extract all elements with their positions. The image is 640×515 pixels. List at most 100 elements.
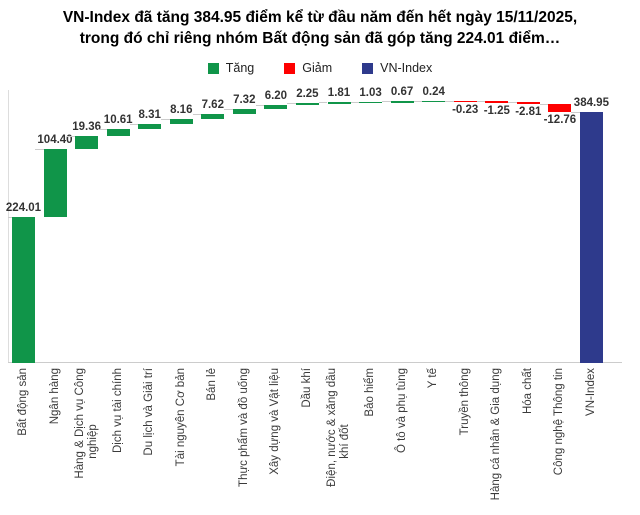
waterfall-bar-7 [201, 113, 225, 119]
waterfall-bar-16 [485, 101, 509, 103]
waterfall-bar-3 [75, 136, 99, 149]
connector-line [508, 101, 517, 103]
connector-line [350, 101, 360, 103]
connector-line [318, 102, 328, 104]
category-label-line: Thực phẩm và đồ uống [237, 368, 250, 487]
connector-line [8, 216, 12, 218]
category-label: Hàng & Dịch vụ Công nghiệp [74, 368, 100, 515]
category-label: Hàng cá nhân & Gia dụng [490, 368, 503, 515]
connector-line [571, 112, 580, 113]
category-label-line: khí đốt [339, 424, 351, 459]
legend-label: Tăng [225, 61, 255, 75]
legend-swatch-total [362, 62, 374, 74]
legend-item-decrease: Giảm [284, 61, 332, 75]
bar-value-label: 224.01 [5, 201, 42, 214]
category-label-line: Dịch vụ tài chính [111, 368, 124, 454]
category-label-line: nghiệp [86, 424, 99, 459]
category-label-line: Bảo hiểm [364, 368, 377, 417]
waterfall-bar-9 [264, 104, 288, 109]
category-label-line: Dầu khí [300, 368, 313, 408]
bar-value-label: 0.24 [422, 85, 445, 98]
waterfall-bar-5 [138, 123, 162, 130]
connector-line [413, 100, 423, 102]
category-label: Truyền thông [459, 368, 472, 515]
legend-item-total: VN-Index [362, 61, 432, 75]
legend-label: Giảm [302, 61, 333, 75]
waterfall-bar-17 [516, 101, 540, 104]
bar-value-label: 1.03 [359, 86, 382, 99]
category-label: Tài nguyên Cơ bản [175, 368, 188, 515]
category-label-line: Bất động sản [17, 368, 29, 436]
chart-title-line2: trong đó chỉ riêng nhóm Bất động sản đã … [79, 30, 561, 47]
chart-title: VN-Index đã tăng 384.95 điểm kể từ đầu n… [0, 7, 640, 49]
bar-value-label: 384.95 [573, 97, 609, 109]
waterfall-bar-8 [232, 108, 256, 114]
waterfall-bar-2 [43, 148, 67, 217]
connector-line [382, 101, 391, 103]
category-label: VN-Index [585, 368, 598, 515]
category-label-line: Bán lẻ [206, 368, 219, 401]
category-label: Bảo hiểm [364, 368, 377, 515]
category-label: Du lịch và Giải trí [143, 368, 156, 515]
bar-value-label: 10.61 [103, 114, 133, 127]
category-label-line: Tài nguyên Cơ bản [174, 368, 187, 467]
connector-line [98, 129, 107, 131]
category-label: Bất động sản [17, 368, 30, 515]
bar-value-label: 104.40 [37, 133, 73, 146]
category-label-line: VN-Index [584, 368, 597, 416]
category-label-line: Y tế [427, 368, 440, 389]
waterfall-bar-10 [295, 103, 319, 105]
connector-line [445, 100, 454, 102]
legend-swatch-decrease [284, 62, 296, 74]
connector-line [539, 103, 549, 105]
waterfall-bar-15 [453, 100, 477, 103]
waterfall-bar-4 [106, 129, 130, 137]
category-label: Ô tô và phụ tùng [396, 368, 409, 515]
connector-line [192, 113, 202, 115]
waterfall-bar-13 [390, 101, 414, 103]
connector-line [66, 136, 76, 138]
bar-value-label: 0.67 [390, 86, 414, 99]
category-label: Thực phẩm và đồ uống [238, 368, 251, 515]
category-label-line: Ô tô và phụ tùng [395, 368, 408, 454]
category-label-line: Truyền thông [458, 368, 471, 436]
bar-value-label: 19.36 [72, 121, 101, 134]
legend-label: VN-Index [380, 61, 433, 75]
category-label-line: Ngân hàng [48, 368, 61, 425]
bar-value-label: 8.16 [170, 103, 193, 116]
category-label-line: Hàng & Dịch vụ Công [73, 368, 86, 479]
connector-line [255, 104, 265, 106]
category-label: Dịch vụ tài chính [112, 368, 125, 515]
category-label: Xây dựng và Vật liệu [269, 368, 282, 515]
category-label: Ngân hàng [49, 368, 62, 515]
bar-value-label: -0.23 [452, 104, 479, 117]
connector-line [476, 101, 486, 103]
connector-line [161, 118, 170, 120]
bar-value-label: -2.81 [515, 105, 542, 118]
category-label: Bán lẻ [206, 368, 219, 515]
waterfall-bar-12 [359, 101, 383, 103]
connector-line [287, 103, 296, 105]
connector-line [129, 123, 139, 125]
bar-value-label: -1.25 [483, 104, 510, 117]
waterfall-bar-18 [548, 103, 572, 112]
category-label-line: Hàng cá nhân & Gia dụng [490, 368, 503, 501]
bar-value-label: 8.31 [138, 108, 161, 121]
category-label: Công nghệ Thông tin [553, 368, 566, 515]
bar-value-label: -12.76 [543, 114, 577, 126]
category-label: Hóa chất [522, 368, 535, 515]
category-label-line: Hóa chất [521, 368, 534, 415]
x-axis-baseline [8, 362, 622, 363]
waterfall-bar-6 [169, 118, 193, 124]
bar-value-label: 6.20 [264, 89, 288, 102]
waterfall-bar-11 [327, 102, 351, 104]
category-label: Dầu khí [301, 368, 314, 515]
legend-item-increase: Tăng [207, 61, 255, 75]
bar-value-label: 1.81 [327, 87, 351, 100]
bar-value-label: 7.62 [201, 98, 224, 111]
chart-title-line1: VN-Index đã tăng 384.95 điểm kể từ đầu n… [62, 9, 578, 26]
legend-swatch-increase [207, 62, 219, 74]
bar-value-label: 7.32 [233, 93, 256, 106]
